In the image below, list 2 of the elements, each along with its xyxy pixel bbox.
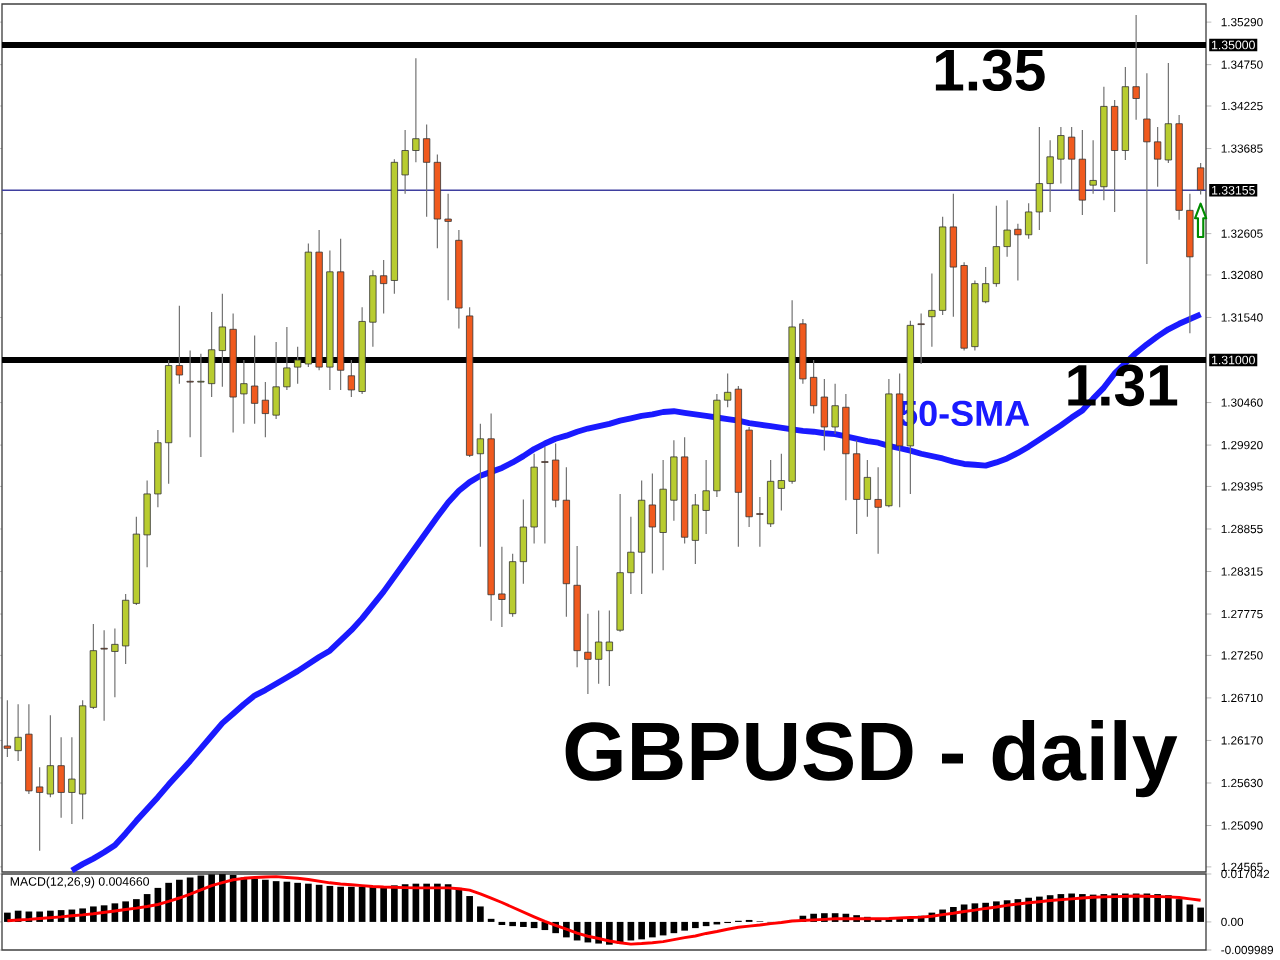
annotation: 1.35 [935, 49, 1045, 92]
text: GBPUSD - daily [565, 720, 1178, 798]
